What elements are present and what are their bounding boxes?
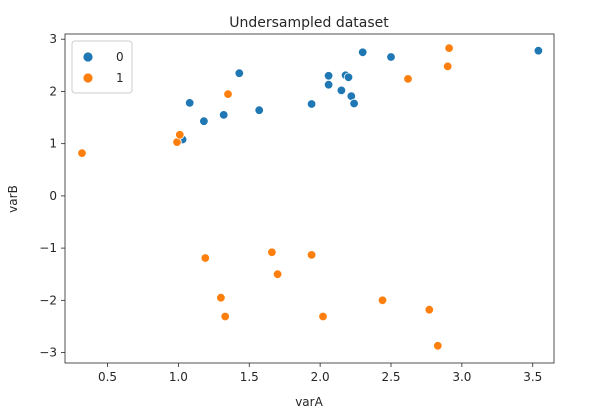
x-tick-label: 1.5 (240, 370, 259, 384)
legend: 0 1 (71, 40, 133, 94)
chart-title: Undersampled dataset (229, 15, 389, 31)
data-point-series-1-6 (220, 311, 230, 322)
data-point-series-1-9 (306, 250, 317, 260)
legend-marker-0 (82, 51, 94, 63)
x-tick-label: 1.0 (169, 370, 188, 384)
data-point-series-1-8 (272, 269, 283, 279)
y-tick-label: −1 (39, 241, 57, 255)
y-tick-label: 0 (49, 189, 57, 203)
x-tick-label: 0.5 (98, 370, 117, 384)
points-layer (77, 43, 544, 351)
data-point-series-1-12 (403, 74, 413, 84)
data-point-series-1-11 (377, 295, 388, 306)
x-tick-label: 3.0 (452, 370, 471, 384)
data-point-series-1-5 (216, 293, 226, 303)
data-point-series-0-2 (199, 116, 209, 126)
legend-frame (71, 40, 133, 94)
y-tick-label: 2 (49, 84, 57, 98)
data-point-series-1-0 (77, 148, 87, 158)
data-point-series-0-8 (323, 71, 334, 81)
y-tick-label: 1 (49, 137, 57, 151)
x-axis-label: varA (295, 395, 323, 409)
y-tick-label: −3 (39, 346, 57, 360)
legend-label-1: 1 (116, 71, 124, 85)
data-point-series-1-13 (424, 305, 435, 315)
y-tick-label: 3 (49, 32, 57, 46)
data-point-series-0-7 (323, 79, 334, 90)
x-tick-label: 3.5 (523, 370, 542, 384)
legend-marker-1 (82, 72, 94, 84)
y-tick-label: −2 (39, 293, 57, 307)
data-point-series-0-15 (386, 52, 396, 62)
data-point-series-1-14 (433, 341, 443, 351)
y-axis-label: varB (6, 185, 20, 213)
y-axis: −3 −2 −1 0 1 2 3 (39, 32, 65, 360)
plot-frame (64, 33, 555, 364)
data-point-series-0-9 (336, 85, 347, 96)
data-point-series-0-16 (533, 46, 544, 56)
data-point-series-0-6 (306, 99, 317, 109)
data-point-series-0-1 (184, 98, 195, 108)
data-point-series-1-16 (444, 43, 454, 53)
data-point-series-1-2 (175, 130, 185, 140)
data-point-series-0-14 (358, 47, 368, 58)
data-point-series-0-13 (349, 98, 359, 109)
data-point-series-1-4 (200, 253, 211, 263)
x-axis: 0.5 1.0 1.5 2.0 2.5 3.0 3.5 (98, 363, 542, 384)
data-point-series-0-11 (343, 72, 354, 83)
x-tick-label: 2.5 (381, 370, 400, 384)
x-tick-label: 2.0 (311, 370, 330, 384)
data-point-series-1-7 (267, 247, 277, 258)
data-point-series-0-4 (234, 68, 245, 78)
data-point-series-1-3 (223, 89, 233, 99)
data-point-series-0-5 (254, 105, 264, 115)
legend-label-0: 0 (116, 50, 124, 64)
data-point-series-1-10 (318, 311, 328, 322)
data-point-series-0-3 (218, 110, 229, 120)
data-point-series-1-15 (443, 61, 453, 72)
